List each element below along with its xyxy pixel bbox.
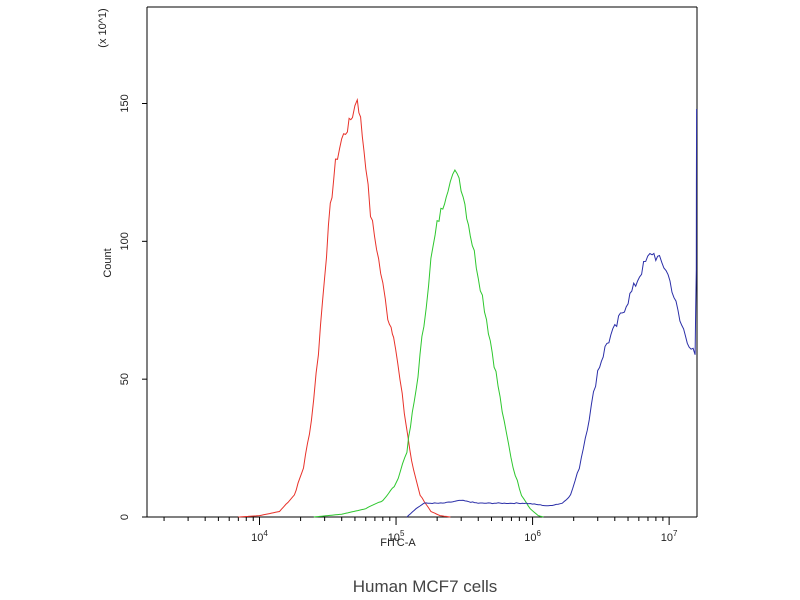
y-axis-label: Count bbox=[102, 248, 114, 277]
histogram-series-3 bbox=[406, 108, 698, 518]
x-axis-ticks: 104 105 106 107 bbox=[163, 517, 678, 544]
x-tick-label: 105 bbox=[388, 529, 405, 544]
y-axis-ticks: 0 50 100 150 bbox=[119, 94, 147, 520]
x-tick-label: 107 bbox=[661, 529, 678, 544]
histogram-series-2 bbox=[313, 168, 544, 518]
chart-caption: Human MCF7 cells bbox=[353, 577, 498, 596]
plot-frame bbox=[146, 6, 698, 518]
histogram-series-1 bbox=[238, 97, 451, 518]
y-tick-label: 100 bbox=[119, 232, 131, 250]
y-tick-label: 50 bbox=[119, 373, 131, 385]
y-tick-label: 150 bbox=[119, 94, 131, 112]
x-axis-label: FITC-A bbox=[380, 537, 416, 549]
x-tick-label: 104 bbox=[251, 529, 268, 544]
y-multiplier-label: (x 10^1) bbox=[97, 8, 109, 47]
series-layer bbox=[238, 97, 698, 518]
y-tick-label: 0 bbox=[119, 514, 131, 520]
x-tick-label: 106 bbox=[524, 529, 541, 544]
